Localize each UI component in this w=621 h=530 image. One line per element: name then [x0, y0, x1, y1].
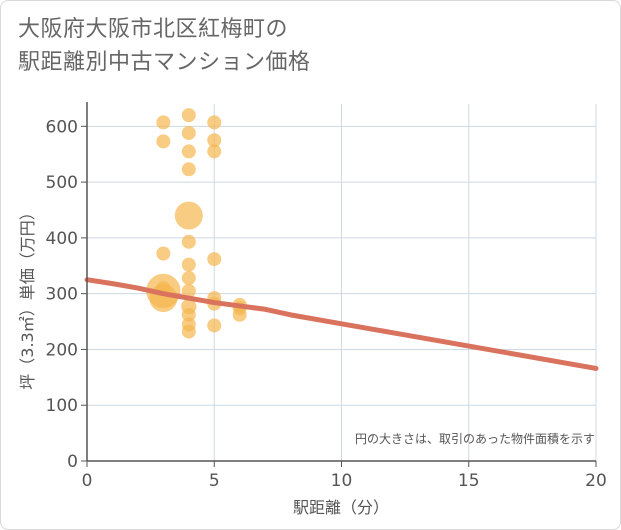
data-point — [232, 307, 247, 322]
y-tick-label: 0 — [67, 452, 78, 472]
data-point — [181, 257, 196, 272]
chart-title-line-2: 駅距離別中古マンション価格 — [18, 50, 311, 75]
y-tick-label: 400 — [46, 229, 78, 249]
y-tick-label: 300 — [46, 285, 78, 305]
data-point — [156, 115, 171, 130]
chart-title-line-1: 大阪府大阪市北区紅梅町の — [18, 17, 289, 42]
data-point — [207, 252, 222, 267]
data-point — [181, 271, 196, 286]
y-tick-label: 600 — [46, 117, 78, 137]
data-point — [156, 246, 171, 261]
x-tick-label: 0 — [82, 471, 93, 491]
data-point — [181, 108, 196, 123]
size-annotation: 円の大きさは、取引のあった物件面積を示す — [355, 431, 595, 446]
data-point — [207, 133, 222, 148]
data-point — [181, 283, 196, 298]
trend-line — [84, 277, 599, 371]
data-point — [181, 234, 196, 249]
y-tick-label: 200 — [46, 340, 78, 360]
x-tick-label: 10 — [331, 471, 353, 491]
data-point — [207, 115, 222, 130]
x-tick-label: 20 — [585, 471, 607, 491]
y-tick-label: 100 — [46, 396, 78, 416]
data-point — [181, 144, 196, 159]
x-axis-label: 駅距離（分） — [293, 498, 389, 517]
x-tick-label: 15 — [458, 471, 480, 491]
trend-line-group — [84, 277, 599, 371]
data-point — [207, 318, 222, 333]
data-point — [181, 162, 196, 177]
data-point — [181, 324, 196, 339]
axes: 0 100 200 300 400 500 600 0 5 10 15 20 — [46, 102, 607, 491]
x-tick-label: 5 — [209, 471, 220, 491]
chart-title: 大阪府大阪市北区紅梅町の 駅距離別中古マンション価格 — [18, 13, 311, 79]
data-point — [174, 201, 203, 230]
data-point — [207, 144, 222, 159]
y-axis-label: 坪（3.3㎡）単価（万円） — [18, 204, 37, 389]
data-point — [181, 126, 196, 141]
data-point — [149, 284, 178, 313]
data-point — [156, 134, 171, 149]
y-tick-label: 500 — [46, 173, 78, 193]
